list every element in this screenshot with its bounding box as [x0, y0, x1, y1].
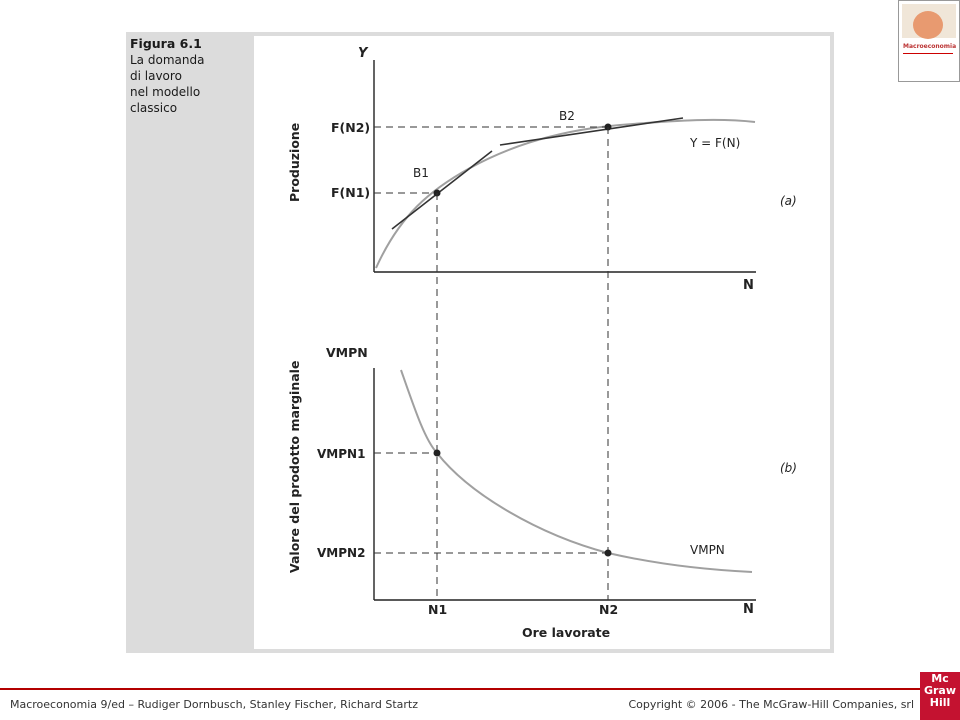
panel-b-ylabel: Valore del prodotto marginale [287, 361, 302, 573]
tick-f-n2: F(N2) [331, 120, 370, 135]
label-vmpn-curve: VMPN [690, 543, 725, 557]
tick-vmpn2: VMPN2 [317, 546, 365, 560]
caption-line: di lavoro [130, 69, 182, 83]
cover-illustration [913, 11, 943, 39]
caption-line: La domanda [130, 53, 205, 67]
tick-f-n1: F(N1) [331, 185, 370, 200]
panel-a-ylabel: Produzione [287, 123, 302, 202]
tangent-line-b2 [499, 117, 684, 146]
point-vmpn2 [604, 549, 612, 557]
caption-line: classico [130, 101, 178, 115]
tick-n2: N2 [599, 602, 618, 617]
panel-b-xlabel: Ore lavorate [522, 625, 610, 640]
label-production-curve: Y = F(N) [689, 136, 740, 150]
panel-b-y-axis-name: VMPN [326, 345, 368, 360]
footer-book-credit: Macroeconomia 9/ed – Rudiger Dornbusch, … [10, 698, 418, 711]
cover-rule [903, 53, 953, 54]
logo-line: Hill [929, 696, 951, 709]
figure-caption: Figura 6.1 La domanda di lavoro nel mode… [130, 36, 248, 116]
panel-a-tag: (a) [780, 194, 797, 208]
vmpn-curve [400, 369, 753, 573]
tangent-line-b1 [391, 150, 493, 230]
panel-b-x-axis-name: N [743, 602, 754, 617]
label-b1: B1 [413, 166, 429, 180]
caption-title: Figura 6.1 [130, 36, 202, 51]
tick-vmpn1: VMPN1 [317, 447, 365, 461]
book-cover-thumbnail: Macroeconomia [898, 0, 960, 82]
panel-a-y-axis-name: Y [358, 46, 369, 61]
mcgraw-hill-logo: Mc Graw Hill [920, 672, 960, 720]
logo-line: Mc [931, 672, 949, 685]
footer-rule [0, 688, 960, 690]
point-vmpn1 [433, 449, 441, 457]
cover-title: Macroeconomia [903, 43, 957, 50]
label-b2: B2 [559, 109, 575, 123]
slide-footer: Macroeconomia 9/ed – Rudiger Dornbusch, … [0, 688, 960, 720]
footer-copyright: Copyright © 2006 - The McGraw-Hill Compa… [628, 698, 914, 711]
tick-n1: N1 [428, 602, 447, 617]
panel-a-x-axis-name: N [743, 278, 754, 293]
logo-line: Graw [923, 684, 957, 697]
panel-b-tag: (b) [780, 461, 797, 475]
caption-line: nel modello [130, 85, 201, 99]
